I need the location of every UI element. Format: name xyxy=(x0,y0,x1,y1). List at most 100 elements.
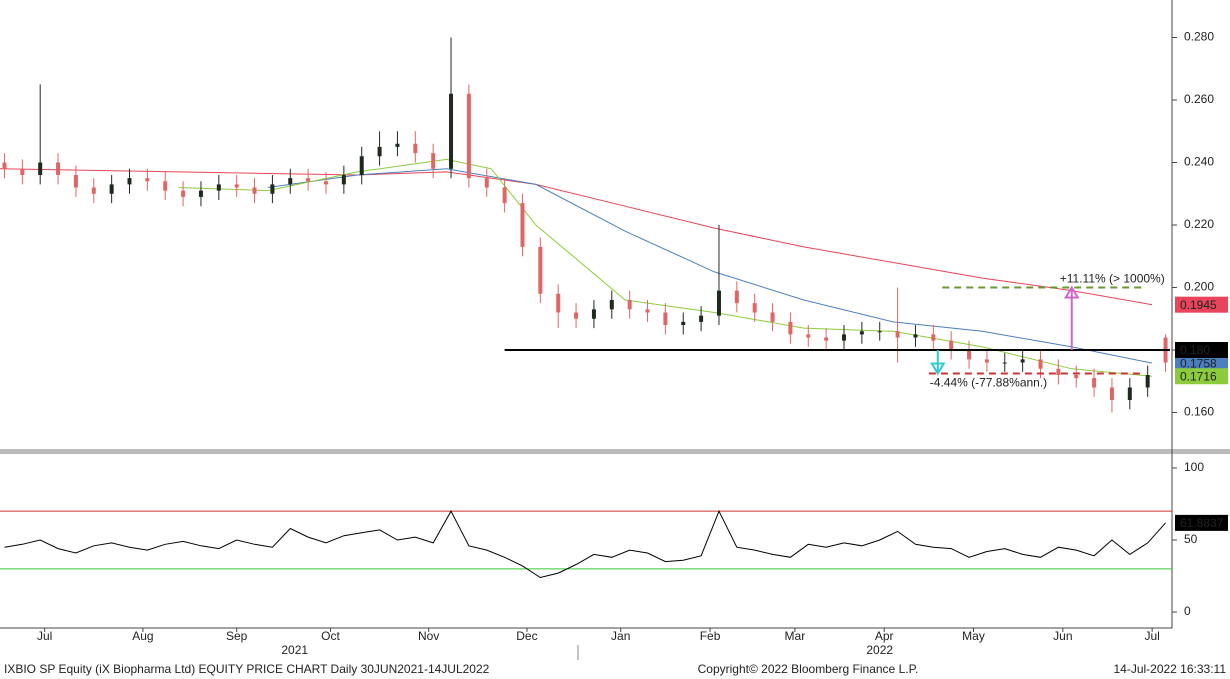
candle-body xyxy=(788,321,793,335)
moving-average xyxy=(0,168,1153,306)
x-tick-label: Jul xyxy=(37,629,52,643)
candle-body xyxy=(824,337,829,341)
average-last-value-box xyxy=(1175,296,1228,313)
candle-body xyxy=(109,184,114,194)
candle-body xyxy=(431,153,436,169)
candle-body xyxy=(520,203,525,247)
candle-body xyxy=(484,178,489,188)
candle-body xyxy=(1074,375,1079,379)
candle-body xyxy=(1109,387,1114,400)
candle-body xyxy=(984,359,989,363)
candle-body xyxy=(216,184,221,191)
candle-body xyxy=(1127,387,1132,400)
candle-body xyxy=(663,312,668,325)
candle-body xyxy=(913,334,918,338)
arrow-head xyxy=(1063,285,1080,299)
candle-body xyxy=(967,350,972,360)
candle-body xyxy=(895,331,900,338)
candle-body xyxy=(56,162,61,175)
y-tick-label: 0.160 xyxy=(1184,405,1214,419)
candle-body xyxy=(252,187,257,194)
candle-body xyxy=(806,334,811,338)
last-value-box xyxy=(1175,514,1228,531)
rsi-line xyxy=(4,509,1166,579)
hline-value: 0.180 xyxy=(1180,343,1210,357)
candle-body xyxy=(466,93,471,179)
candle-body xyxy=(770,312,775,322)
year-label: 2022 xyxy=(866,643,893,657)
candle-body xyxy=(38,162,43,175)
average-last-value: 0.1716 xyxy=(1180,369,1217,383)
average-last-value: 0.1945 xyxy=(1180,298,1217,312)
y-tick-label: 0.280 xyxy=(1184,30,1214,44)
hline-value-box xyxy=(1175,342,1228,358)
x-tick-label: Feb xyxy=(700,629,721,643)
candle-body xyxy=(323,181,328,185)
candle-body xyxy=(127,178,132,185)
candle-body xyxy=(734,290,739,304)
candle-body xyxy=(842,334,847,341)
candle-body xyxy=(395,143,400,147)
candle-body xyxy=(145,178,150,182)
candle-body xyxy=(163,181,168,191)
x-tick-label: Sep xyxy=(226,629,248,643)
y-tick-label: 100 xyxy=(1184,460,1204,474)
candle-body xyxy=(538,246,543,294)
x-tick-label: Jun xyxy=(1053,629,1072,643)
candle-body xyxy=(449,93,454,169)
measure-label: -4.44% (-77.88%ann.) xyxy=(930,376,1047,390)
candle-body xyxy=(859,331,864,335)
candle-body xyxy=(556,293,561,313)
footer-right: 14-Jul-2022 16:33:11 xyxy=(1113,662,1226,676)
x-tick-label: Oct xyxy=(321,629,340,643)
candle-body xyxy=(359,156,364,175)
measure-label: +11.11% (> 1000%) xyxy=(1060,272,1165,286)
y-tick-label: 0.260 xyxy=(1184,92,1214,106)
candle-body xyxy=(502,187,507,204)
average-last-value-box xyxy=(1175,355,1228,372)
candle-body xyxy=(198,190,203,197)
candle-body xyxy=(877,331,882,333)
candle-body xyxy=(609,300,614,310)
candle-body xyxy=(181,190,186,197)
candle-body xyxy=(91,187,96,194)
x-tick-label: Jan xyxy=(611,629,630,643)
average-last-value-box xyxy=(1175,368,1228,385)
x-tick-label: Nov xyxy=(418,629,439,643)
arrow-head xyxy=(930,362,946,376)
candle-body xyxy=(752,303,757,313)
candle-body xyxy=(306,178,311,182)
y-tick-label: 0.240 xyxy=(1184,155,1214,169)
candle-body xyxy=(1038,359,1043,369)
candle-body xyxy=(413,143,418,154)
candle-body xyxy=(1002,362,1007,364)
candle-body xyxy=(699,315,704,322)
candle-body xyxy=(341,175,346,185)
candle-body xyxy=(591,309,596,319)
candle-body xyxy=(627,300,632,310)
y-tick-label: 0 xyxy=(1184,604,1191,618)
last-value: 61.8837 xyxy=(1180,516,1224,530)
y-tick-label: 0.200 xyxy=(1184,280,1214,294)
candle-body xyxy=(1020,359,1025,363)
candle-body xyxy=(234,184,239,188)
candle-body xyxy=(270,184,275,194)
x-tick-label: May xyxy=(962,629,985,643)
candle-body xyxy=(931,334,936,341)
candle-body xyxy=(377,146,382,157)
year-label: 2021 xyxy=(281,643,308,657)
candle-body xyxy=(20,168,25,175)
average-last-value: 0.1758 xyxy=(1180,356,1217,370)
candle-body xyxy=(574,312,579,319)
candle-body xyxy=(2,162,7,169)
candle-body xyxy=(949,340,954,350)
candle-body xyxy=(716,290,721,316)
x-tick-label: Aug xyxy=(132,629,153,643)
candle-body xyxy=(73,175,78,188)
x-tick-label: Jul xyxy=(1144,629,1159,643)
panel-divider xyxy=(0,449,1230,454)
x-tick-label: Mar xyxy=(785,629,806,643)
footer-center: Copyright© 2022 Bloomberg Finance L.P. xyxy=(698,662,919,676)
footer-left: IXBIO SP Equity (iX Biopharma Ltd) EQUIT… xyxy=(4,662,490,676)
